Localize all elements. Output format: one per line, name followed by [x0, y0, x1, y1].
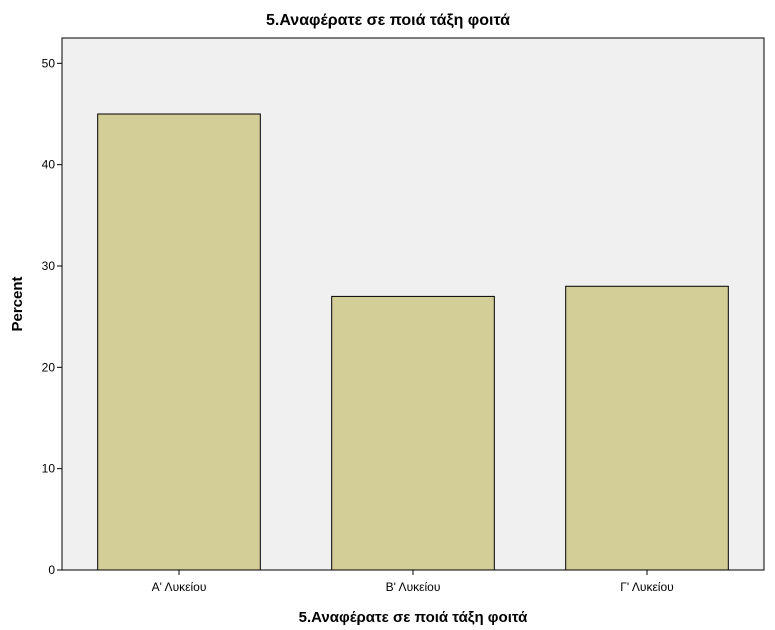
bar [97, 113, 261, 571]
x-axis-ticks: Α' Λυκείου Β' Λυκείου Γ' Λυκείου [152, 570, 674, 594]
x-tick-label: Γ' Λυκείου [620, 580, 673, 594]
x-tick-label: Β' Λυκείου [386, 580, 441, 594]
x-axis-label: 5.Αναφέρατε σε ποιά τάξη φοιτά [299, 609, 529, 626]
y-tick-label: 30 [42, 259, 56, 273]
chart-title: 5.Αναφέρατε σε ποιά τάξη φοιτά [266, 12, 510, 29]
x-tick-label: Α' Λυκείου [152, 580, 207, 594]
y-axis-ticks: 0 10 20 30 40 50 [42, 56, 62, 577]
y-tick-label: 40 [42, 158, 56, 172]
y-tick-label: 20 [42, 360, 56, 374]
bar [565, 285, 729, 571]
bars-group [97, 113, 729, 571]
y-axis-label: Percent [9, 276, 26, 331]
y-tick-label: 50 [42, 56, 56, 70]
bar [331, 295, 495, 571]
y-tick-label: 0 [48, 563, 55, 577]
y-tick-label: 10 [42, 462, 56, 476]
